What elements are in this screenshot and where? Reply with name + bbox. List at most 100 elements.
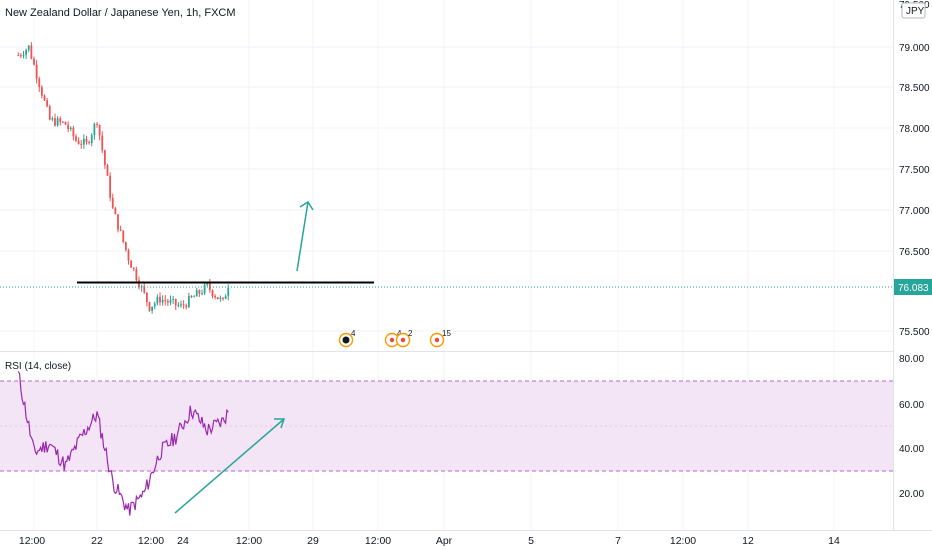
candle: [85, 135, 88, 145]
time-label: 12:00: [670, 535, 696, 547]
candle: [33, 56, 35, 66]
candle: [174, 298, 177, 311]
candle: [193, 294, 196, 298]
candle: [35, 60, 38, 84]
time-label: 5: [528, 535, 534, 547]
candle: [190, 295, 193, 298]
rsi-pane[interactable]: RSI (14, close): [0, 361, 893, 516]
candle: [64, 121, 67, 125]
candle: [98, 124, 101, 141]
candle: [187, 292, 190, 308]
earnings-event-icon[interactable]: 4: [338, 329, 357, 348]
candle: [69, 126, 72, 132]
candle: [51, 116, 54, 122]
candle: [122, 230, 125, 244]
currency-label: JPY: [906, 6, 925, 17]
candle: [169, 295, 172, 306]
candle: [30, 42, 33, 60]
time-label: 29: [307, 535, 319, 547]
candle: [61, 121, 64, 124]
time-label: 22: [91, 535, 103, 547]
candle: [25, 48, 28, 59]
candle: [153, 301, 156, 310]
candle: [177, 302, 180, 308]
time-label: 12:00: [19, 535, 45, 547]
economic-event-icon[interactable]: 15: [429, 329, 452, 348]
candle: [72, 125, 75, 141]
candle: [124, 241, 127, 252]
candle: [48, 104, 51, 121]
candle: [140, 284, 143, 292]
candle: [88, 140, 91, 145]
candle: [43, 94, 46, 101]
candle: [114, 207, 117, 215]
time-axis[interactable]: 12:00 22 12:00 24 12:00 29 12:00 Apr 5 7 12:00 12 14: [0, 530, 932, 548]
candle: [82, 134, 85, 149]
candle: [151, 306, 154, 314]
candle: [54, 113, 56, 127]
candle: [166, 298, 169, 307]
candle: [111, 193, 114, 209]
candle: [77, 137, 80, 145]
candle: [148, 301, 151, 312]
price-label: 76.500: [899, 247, 930, 258]
candle: [106, 163, 109, 176]
time-label: 14: [828, 535, 840, 547]
candle: [222, 297, 224, 301]
candle: [96, 122, 98, 128]
symbol-title[interactable]: New Zealand Dollar / Japanese Yen, 1h, F…: [5, 7, 236, 19]
candle: [185, 303, 188, 310]
rsi-trend-arrow[interactable]: [174, 418, 286, 514]
candle: [182, 300, 185, 309]
event-count: 2: [408, 329, 413, 338]
price-axis[interactable]: 79.500 JPY 79.00078.50078.00077.50077.00…: [893, 0, 932, 530]
candle: [27, 45, 30, 53]
price-label: 77.500: [899, 165, 930, 176]
candle: [156, 294, 159, 306]
candle: [22, 50, 25, 59]
candle: [198, 289, 201, 297]
candle: [101, 131, 104, 154]
candle: [211, 289, 214, 299]
time-label: Apr: [436, 535, 453, 547]
candle: [40, 85, 43, 99]
candle: [216, 296, 219, 300]
candle: [135, 266, 138, 283]
event-count: 4: [397, 329, 402, 338]
trend-arrow-up[interactable]: [296, 200, 314, 272]
dividend-event-icon[interactable]: 2: [395, 329, 414, 348]
event-count: 4: [351, 329, 356, 338]
candle: [17, 52, 20, 57]
candle: [172, 295, 175, 305]
current-price-value: 76.083: [898, 283, 929, 294]
candle: [19, 53, 22, 59]
time-label: 12:00: [138, 535, 164, 547]
price-label: 78.000: [899, 124, 930, 135]
candle: [180, 300, 182, 308]
candle: [119, 225, 122, 232]
price-pane[interactable]: [0, 42, 893, 314]
candle: [103, 149, 106, 169]
candle: [164, 295, 167, 306]
price-label: 75.500: [899, 327, 930, 338]
candle: [109, 172, 112, 202]
time-label: 7: [615, 535, 621, 547]
candle: [56, 116, 59, 127]
candle: [145, 292, 148, 307]
rsi-line: [17, 371, 229, 516]
rsi-label[interactable]: RSI (14, close): [5, 361, 71, 372]
candle: [75, 134, 77, 143]
time-label: 12: [742, 535, 754, 547]
candle: [46, 97, 49, 108]
rsi-level-label: 60.00: [899, 400, 924, 411]
events-row[interactable]: 4 4 2 15: [338, 329, 452, 348]
candle: [214, 294, 217, 300]
candle: [201, 289, 203, 296]
candle: [161, 295, 164, 306]
event-count: 15: [442, 329, 451, 338]
time-label: 24: [177, 535, 189, 547]
candle: [38, 76, 41, 92]
currency-badge[interactable]: JPY: [901, 2, 926, 19]
time-label: 12:00: [236, 535, 262, 547]
